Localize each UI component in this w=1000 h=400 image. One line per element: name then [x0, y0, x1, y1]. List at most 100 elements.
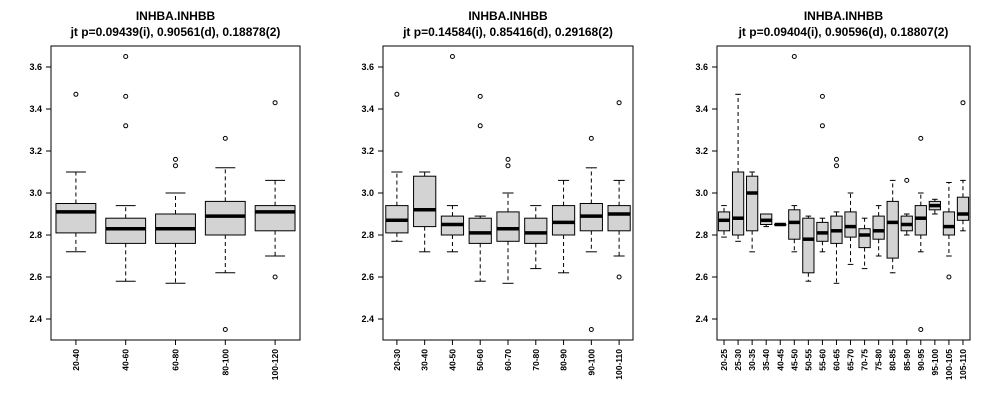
x-tick-label: 85-90 [902, 349, 912, 371]
x-tick-label: 40-50 [447, 349, 457, 371]
x-tick-label: 60-70 [503, 349, 513, 371]
iqr-box [413, 175, 437, 228]
x-tick-label: 40-45 [775, 349, 785, 371]
outlier-point [73, 91, 79, 97]
outlier-point [819, 123, 825, 129]
x-tick-label: 105-110 [958, 349, 968, 380]
box-50-55 [802, 215, 815, 282]
y-tick-label: 3.2 [29, 146, 42, 156]
chart-subtitle: jt p=0.09439(i), 0.90561(d), 0.18878(2) [70, 25, 281, 39]
iqr-box [731, 171, 745, 236]
x-tick-label: 20-25 [719, 349, 729, 371]
outlier-point [505, 156, 511, 162]
chart-panel-1: INHBA.INHBB jt p=0.09439(i), 0.90561(d), … [29, 9, 301, 380]
outlier-point [123, 54, 129, 59]
x-tick-label: 100-110 [614, 349, 624, 380]
y-tick-label: 3.6 [361, 62, 374, 72]
chart-panel-3: INHBA.INHBB jt p=0.09404(i), 0.90596(d), … [695, 9, 971, 380]
y-tick-label: 3.4 [695, 104, 708, 114]
y-tick-label: 3.0 [695, 188, 708, 198]
outlier-point [588, 327, 594, 332]
x-tick-label: 30-40 [420, 349, 430, 371]
box-90-100 [579, 135, 603, 332]
box-95-100 [928, 198, 941, 215]
iqr-box [802, 217, 815, 274]
box-20-40 [55, 91, 97, 253]
outlier-point [477, 123, 483, 129]
x-tick-label: 95-100 [930, 349, 940, 376]
outlier-point [960, 100, 966, 106]
box-80-85 [886, 179, 899, 274]
box-30-35 [746, 171, 759, 253]
outlier-point [833, 163, 839, 169]
y-tick-label: 2.6 [29, 272, 42, 282]
chart-subtitle: jt p=0.14584(i), 0.85416(d), 0.29168(2) [402, 25, 613, 39]
y-tick-label: 3.4 [29, 104, 42, 114]
x-tick-label: 20-40 [71, 349, 81, 371]
box-20-25 [717, 205, 731, 238]
chart-title: INHBA.INHBB [136, 9, 216, 23]
y-tick-label: 2.6 [361, 272, 374, 282]
x-tick-label: 50-55 [803, 349, 813, 371]
outlier-point [272, 100, 278, 106]
iqr-box [496, 211, 520, 242]
x-tick-label: 90-100 [586, 349, 596, 376]
x-tick-label: 65-70 [846, 349, 856, 371]
outlier-point [394, 91, 400, 97]
y-tick-label: 2.8 [361, 230, 374, 240]
box-35-40 [760, 213, 773, 228]
y-tick-label: 3.6 [29, 62, 42, 72]
y-tick-label: 2.8 [29, 230, 42, 240]
x-tick-label: 70-80 [531, 349, 541, 371]
outlier-point [918, 327, 924, 332]
iqr-box [872, 215, 885, 240]
iqr-box [204, 200, 246, 236]
x-tick-label: 45-50 [789, 349, 799, 371]
x-tick-label: 70-75 [860, 349, 870, 371]
chart-panel-2: INHBA.INHBB jt p=0.14584(i), 0.85416(d), … [361, 9, 634, 380]
box-80-90 [551, 179, 576, 274]
box-75-80 [872, 205, 885, 257]
outlier-point [173, 163, 178, 169]
y-tick-label: 2.4 [695, 314, 708, 324]
box-55-60 [816, 93, 829, 253]
box-45-50 [788, 54, 801, 253]
box-40-60 [105, 54, 147, 282]
x-tick-label: 100-105 [944, 349, 954, 380]
outlier-point [477, 93, 483, 99]
iqr-box [55, 203, 97, 234]
box-80-100 [204, 135, 246, 332]
x-tick-label: 60-80 [171, 349, 181, 371]
outlier-point [123, 93, 129, 99]
box-40-45 [774, 222, 787, 227]
outlier-point [588, 135, 594, 141]
box-50-60 [468, 93, 492, 282]
outlier-point [449, 54, 455, 59]
chart-title: INHBA.INHBB [468, 9, 548, 23]
iqr-box [746, 175, 759, 232]
iqr-box [886, 200, 899, 259]
box-100-120 [254, 100, 296, 280]
x-tick-label: 55-60 [817, 349, 827, 371]
x-tick-label: 90-95 [916, 349, 926, 371]
box-25-30 [731, 93, 745, 242]
iqr-box [844, 211, 857, 238]
box-105-110 [956, 100, 970, 232]
iqr-box [551, 205, 576, 236]
outlier-point [616, 100, 622, 106]
chart-subtitle: jt p=0.09404(i), 0.90596(d), 0.18807(2) [738, 25, 949, 39]
box-60-65 [830, 156, 843, 284]
iqr-box [914, 205, 927, 236]
outlier-point [833, 156, 839, 162]
y-tick-label: 3.0 [361, 188, 374, 198]
outlier-point [918, 135, 924, 141]
box-65-70 [844, 192, 857, 265]
y-tick-label: 2.6 [695, 272, 708, 282]
x-tick-label: 80-100 [220, 349, 230, 376]
box-90-95 [914, 135, 927, 332]
outlier-point [272, 274, 278, 280]
x-tick-label: 60-65 [831, 349, 841, 371]
y-tick-label: 3.0 [29, 188, 42, 198]
outlier-point [819, 93, 825, 99]
